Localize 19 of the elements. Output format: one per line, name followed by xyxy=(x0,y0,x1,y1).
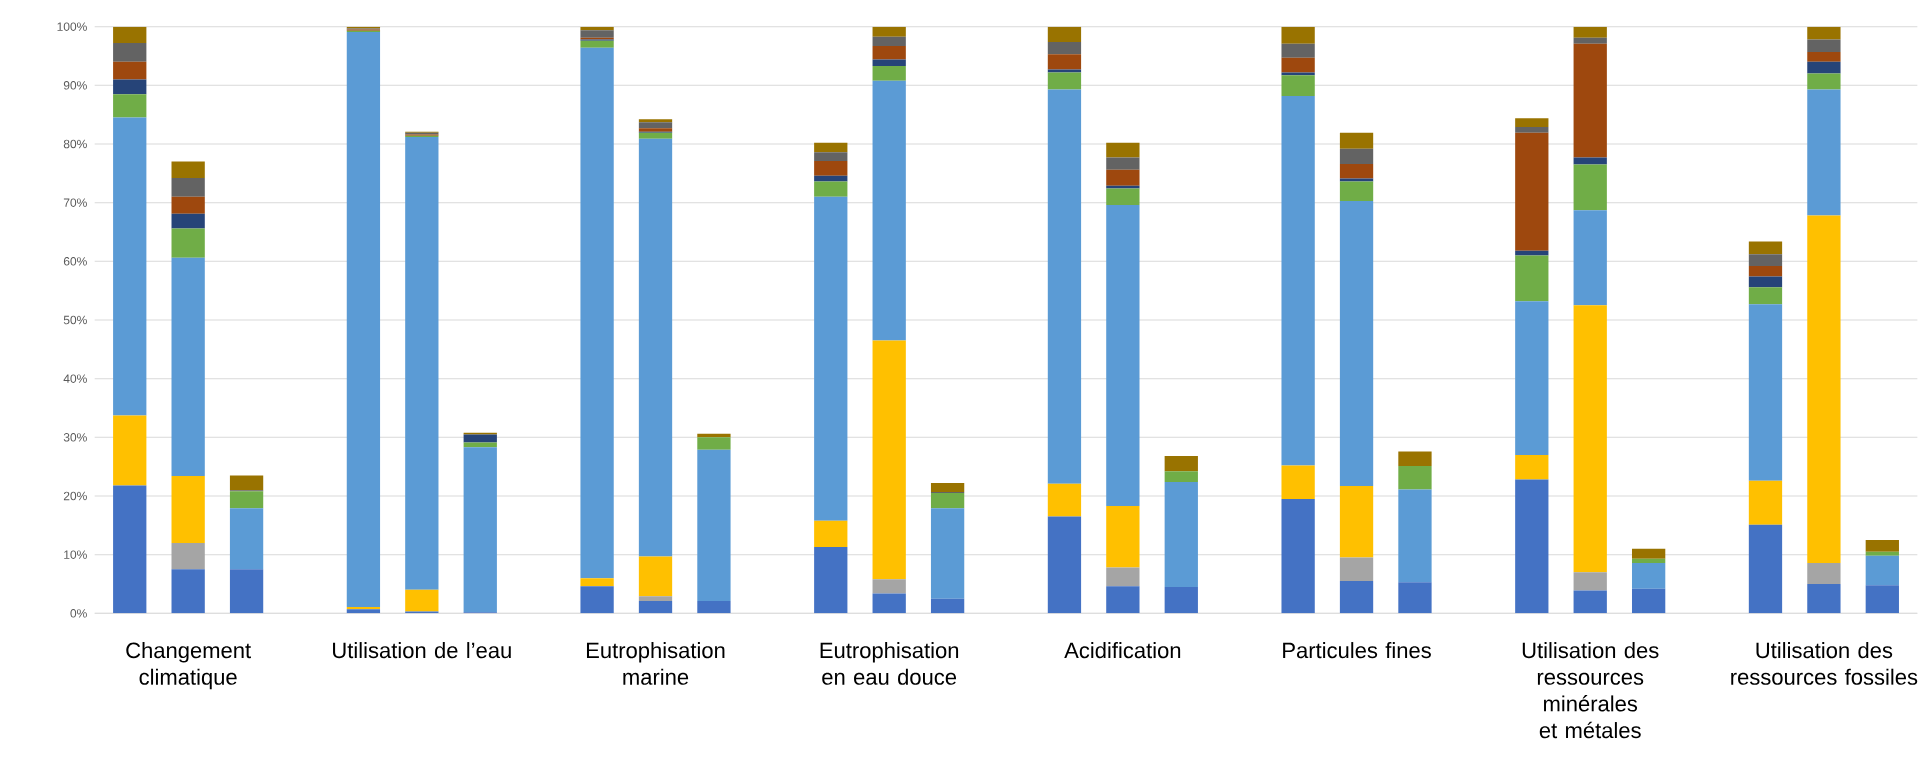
y-tick-label: 40% xyxy=(63,374,87,383)
y-tick-label: 10% xyxy=(64,550,87,559)
x-tick-label: Utilisation des ressources minérales et métales xyxy=(1522,642,1659,739)
x-tick-label: Eutrophisation marine xyxy=(586,642,725,685)
y-tick-label: 100% xyxy=(57,22,87,31)
y-tick-label: 20% xyxy=(63,491,87,501)
y-tick-label: 70% xyxy=(63,198,87,207)
x-tick-label: Changement climatique xyxy=(126,642,251,690)
y-tick-label: 60% xyxy=(63,257,87,266)
x-tick-label: Utilisation de l’eau xyxy=(333,642,511,659)
x-tick-label: Particules fines xyxy=(1283,642,1431,659)
x-tick-label: Acidification xyxy=(1064,642,1181,659)
y-tick-label: 0% xyxy=(70,609,87,618)
x-tick-label: Utilisation des ressources fossiles xyxy=(1731,642,1918,685)
x-tick-label: Eutrophisation en eau douce xyxy=(820,642,959,685)
y-tick-label: 30% xyxy=(63,433,87,442)
y-tick-label: 90% xyxy=(63,81,87,90)
y-tick-label: 50% xyxy=(63,315,87,325)
y-tick-label: 80% xyxy=(63,139,87,149)
